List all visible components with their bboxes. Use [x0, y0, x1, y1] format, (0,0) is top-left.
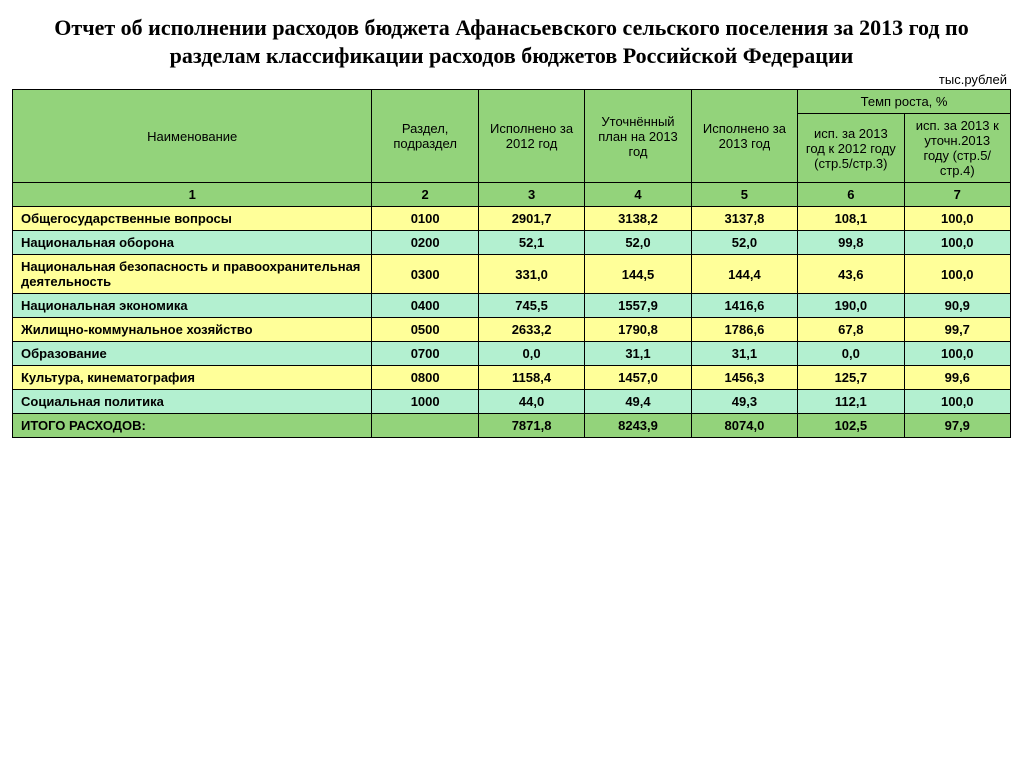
- colnum: 6: [798, 183, 904, 207]
- row-value: 0200: [372, 231, 478, 255]
- page-title: Отчет об исполнении расходов бюджета Афа…: [22, 14, 1002, 70]
- row-value: 144,5: [585, 255, 691, 294]
- row-value: 0500: [372, 318, 478, 342]
- hdr-exec2013: Исполнено за 2013 год: [691, 90, 797, 183]
- row-value: 0300: [372, 255, 478, 294]
- row-value: 0700: [372, 342, 478, 366]
- budget-table: Наименование Раздел, подраздел Исполнено…: [12, 89, 1011, 438]
- row-name: Культура, кинематография: [13, 366, 372, 390]
- row-value: 2901,7: [478, 207, 584, 231]
- row-value: 3138,2: [585, 207, 691, 231]
- row-value: 1786,6: [691, 318, 797, 342]
- row-value: 1000: [372, 390, 478, 414]
- row-value: 0800: [372, 366, 478, 390]
- table-row: Общегосударственные вопросы01002901,7313…: [13, 207, 1011, 231]
- colnum: 5: [691, 183, 797, 207]
- table-row: Жилищно-коммунальное хозяйство05002633,2…: [13, 318, 1011, 342]
- total-value: 8074,0: [691, 414, 797, 438]
- row-value: 0400: [372, 294, 478, 318]
- row-value: 99,6: [904, 366, 1010, 390]
- row-value: 0100: [372, 207, 478, 231]
- row-value: 67,8: [798, 318, 904, 342]
- hdr-rate1: исп. за 2013 год к 2012 году (стр.5/стр.…: [798, 114, 904, 183]
- row-value: 99,7: [904, 318, 1010, 342]
- row-name: Национальная оборона: [13, 231, 372, 255]
- total-value: 8243,9: [585, 414, 691, 438]
- colnum: 4: [585, 183, 691, 207]
- row-value: 43,6: [798, 255, 904, 294]
- row-value: 100,0: [904, 342, 1010, 366]
- row-value: 100,0: [904, 255, 1010, 294]
- row-value: 100,0: [904, 390, 1010, 414]
- row-name: Общегосударственные вопросы: [13, 207, 372, 231]
- table-row: Национальная экономика0400745,51557,9141…: [13, 294, 1011, 318]
- hdr-exec2012: Исполнено за 2012 год: [478, 90, 584, 183]
- row-value: 100,0: [904, 207, 1010, 231]
- total-value: [372, 414, 478, 438]
- hdr-rate2: исп. за 2013 к уточн.2013 году (стр.5/ст…: [904, 114, 1010, 183]
- colnum: 7: [904, 183, 1010, 207]
- row-value: 31,1: [585, 342, 691, 366]
- row-value: 2633,2: [478, 318, 584, 342]
- hdr-section: Раздел, подраздел: [372, 90, 478, 183]
- row-name: Образование: [13, 342, 372, 366]
- colnum: 2: [372, 183, 478, 207]
- row-value: 52,0: [691, 231, 797, 255]
- row-name: Национальная экономика: [13, 294, 372, 318]
- table-row: Национальная оборона020052,152,052,099,8…: [13, 231, 1011, 255]
- row-value: 31,1: [691, 342, 797, 366]
- total-value: 97,9: [904, 414, 1010, 438]
- column-number-row: 1 2 3 4 5 6 7: [13, 183, 1011, 207]
- row-value: 99,8: [798, 231, 904, 255]
- row-value: 144,4: [691, 255, 797, 294]
- table-row: Образование07000,031,131,10,0100,0: [13, 342, 1011, 366]
- row-value: 0,0: [798, 342, 904, 366]
- row-name: Социальная политика: [13, 390, 372, 414]
- row-value: 125,7: [798, 366, 904, 390]
- total-value: 7871,8: [478, 414, 584, 438]
- colnum: 3: [478, 183, 584, 207]
- hdr-name: Наименование: [13, 90, 372, 183]
- row-value: 1456,3: [691, 366, 797, 390]
- total-name: ИТОГО РАСХОДОВ:: [13, 414, 372, 438]
- row-name: Жилищно-коммунальное хозяйство: [13, 318, 372, 342]
- row-value: 112,1: [798, 390, 904, 414]
- table-row: Социальная политика100044,049,449,3112,1…: [13, 390, 1011, 414]
- hdr-plan2013: Уточнённый план на 2013 год: [585, 90, 691, 183]
- row-value: 49,3: [691, 390, 797, 414]
- row-value: 331,0: [478, 255, 584, 294]
- row-value: 745,5: [478, 294, 584, 318]
- row-value: 108,1: [798, 207, 904, 231]
- row-value: 0,0: [478, 342, 584, 366]
- row-value: 100,0: [904, 231, 1010, 255]
- colnum: 1: [13, 183, 372, 207]
- row-value: 1457,0: [585, 366, 691, 390]
- row-value: 90,9: [904, 294, 1010, 318]
- row-value: 1790,8: [585, 318, 691, 342]
- row-value: 3137,8: [691, 207, 797, 231]
- table-row: Национальная безопасность и правоохранит…: [13, 255, 1011, 294]
- hdr-rate: Темп роста, %: [798, 90, 1011, 114]
- row-value: 1158,4: [478, 366, 584, 390]
- unit-label: тыс.рублей: [12, 72, 1007, 87]
- total-value: 102,5: [798, 414, 904, 438]
- row-value: 190,0: [798, 294, 904, 318]
- row-value: 44,0: [478, 390, 584, 414]
- row-value: 1416,6: [691, 294, 797, 318]
- row-value: 52,1: [478, 231, 584, 255]
- table-total-row: ИТОГО РАСХОДОВ: 7871,88243,98074,0102,597…: [13, 414, 1011, 438]
- row-name: Национальная безопасность и правоохранит…: [13, 255, 372, 294]
- row-value: 1557,9: [585, 294, 691, 318]
- row-value: 52,0: [585, 231, 691, 255]
- table-row: Культура, кинематография08001158,41457,0…: [13, 366, 1011, 390]
- row-value: 49,4: [585, 390, 691, 414]
